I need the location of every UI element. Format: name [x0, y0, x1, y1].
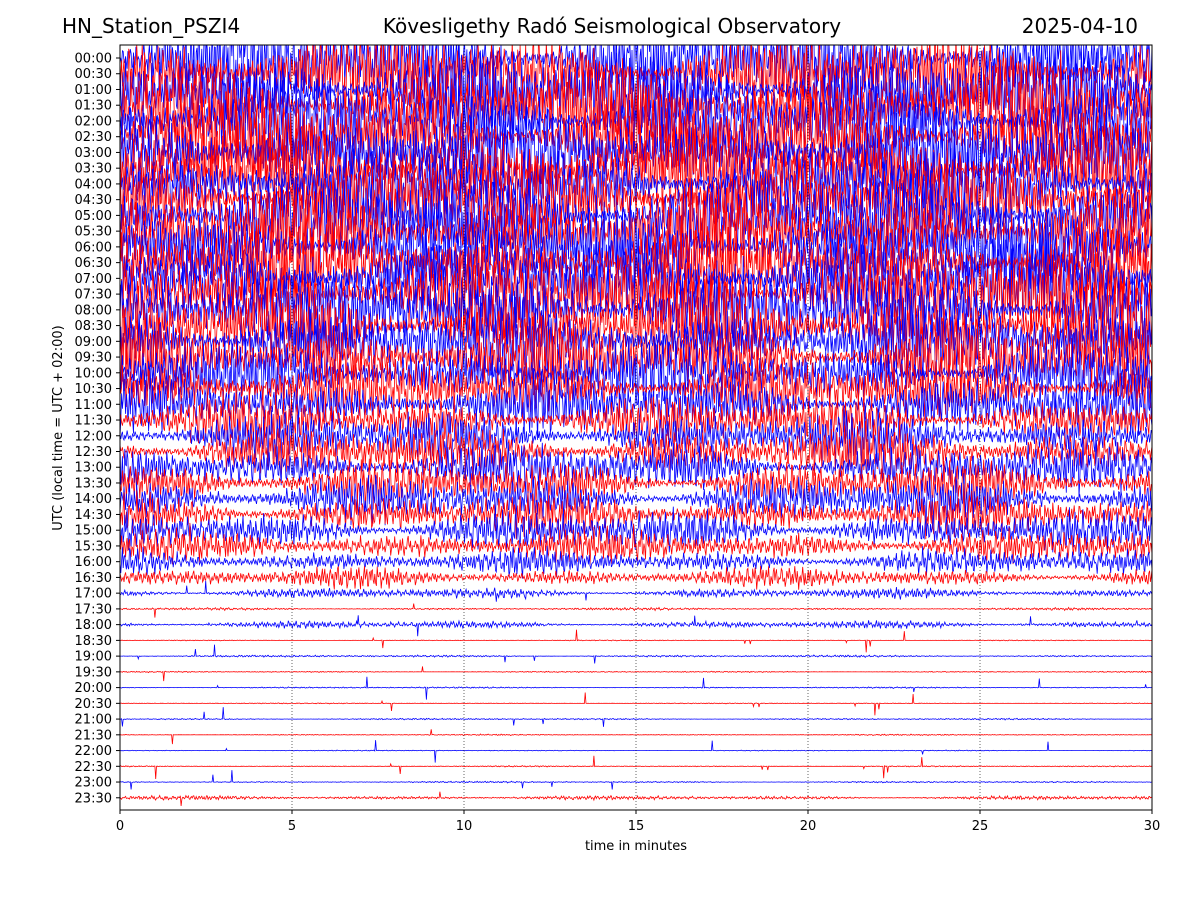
y-tick-label: 09:00	[75, 335, 112, 350]
x-tick-label: 10	[456, 819, 473, 834]
y-tick-label: 07:00	[75, 272, 112, 287]
trace-row-0130	[120, 50, 1152, 164]
date-title: 2025-04-10	[1021, 14, 1138, 38]
y-tick-label: 03:30	[75, 162, 112, 177]
x-tick-label: 25	[972, 819, 989, 834]
y-tick-label: 13:00	[75, 461, 112, 476]
y-tick-label: 08:00	[75, 303, 112, 318]
y-tick-label: 12:30	[75, 445, 112, 460]
trace-row-1200	[120, 405, 1152, 467]
y-axis: 00:0000:3001:0001:3002:0002:3003:0003:30…	[75, 52, 120, 806]
y-tick-label: 12:00	[75, 429, 112, 444]
y-tick-label: 07:30	[75, 288, 112, 303]
y-tick-label: 04:00	[75, 177, 112, 192]
y-tick-label: 09:30	[75, 351, 112, 366]
y-tick-label: 22:00	[75, 744, 112, 759]
y-tick-label: 21:00	[75, 713, 112, 728]
y-tick-label: 17:00	[75, 587, 112, 602]
y-tick-label: 03:00	[75, 146, 112, 161]
y-tick-label: 10:00	[75, 366, 112, 381]
y-tick-label: 14:30	[75, 508, 112, 523]
y-tick-label: 20:00	[75, 681, 112, 696]
y-tick-label: 08:30	[75, 319, 112, 334]
y-tick-label: 18:30	[75, 634, 112, 649]
y-tick-label: 06:00	[75, 240, 112, 255]
y-tick-label: 20:30	[75, 697, 112, 712]
trace-row-2300	[120, 770, 1152, 790]
y-tick-label: 22:30	[75, 760, 112, 775]
trace-row-1630	[120, 565, 1152, 590]
x-tick-label: 15	[628, 819, 645, 834]
x-tick-label: 5	[288, 819, 296, 834]
y-tick-label: 10:30	[75, 382, 112, 397]
y-tick-label: 02:30	[75, 130, 112, 145]
y-tick-label: 17:30	[75, 602, 112, 617]
y-tick-label: 19:00	[75, 650, 112, 665]
y-tick-label: 05:00	[75, 209, 112, 224]
y-tick-label: 16:30	[75, 571, 112, 586]
trace-row-1930	[120, 666, 1152, 682]
x-tick-label: 30	[1144, 819, 1161, 834]
y-tick-label: 15:30	[75, 539, 112, 554]
y-tick-label: 06:30	[75, 256, 112, 271]
observatory-title: Kövesligethy Radó Seismological Observat…	[382, 14, 842, 38]
trace-row-1900	[120, 644, 1152, 664]
trace-row-1830	[120, 629, 1152, 653]
trace-row-2100	[120, 707, 1152, 727]
x-tick-label: 0	[116, 819, 124, 834]
y-tick-label: 23:30	[75, 791, 112, 806]
trace-row-1730	[120, 603, 1152, 618]
y-tick-label: 05:30	[75, 225, 112, 240]
trace-row-0900	[120, 290, 1152, 394]
trace-row-2230	[120, 755, 1152, 780]
y-tick-label: 00:00	[75, 52, 112, 67]
y-axis-title: UTC (local time = UTC + 02:00)	[51, 325, 66, 530]
y-tick-label: 11:00	[75, 398, 112, 413]
y-tick-label: 02:00	[75, 114, 112, 129]
y-tick-label: 18:00	[75, 618, 112, 633]
y-tick-label: 01:30	[75, 99, 112, 114]
x-tick-label: 20	[800, 819, 817, 834]
y-tick-label: 19:30	[75, 665, 112, 680]
x-axis: 0 5 10 15 20 25 30	[116, 810, 1160, 834]
y-tick-label: 16:00	[75, 555, 112, 570]
y-tick-label: 14:00	[75, 492, 112, 507]
x-axis-title: time in minutes	[585, 839, 687, 854]
y-tick-label: 21:30	[75, 728, 112, 743]
trace-row-1530	[120, 522, 1152, 566]
y-tick-label: 15:00	[75, 524, 112, 539]
trace-row-2130	[120, 729, 1152, 745]
y-tick-label: 11:30	[75, 414, 112, 429]
y-tick-label: 00:30	[75, 67, 112, 82]
y-tick-label: 13:30	[75, 476, 112, 491]
y-tick-label: 01:00	[75, 83, 112, 98]
station-title: HN_Station_PSZI4	[62, 14, 241, 38]
y-tick-label: 23:00	[75, 776, 112, 791]
trace-row-2030	[120, 692, 1152, 716]
y-tick-label: 04:30	[75, 193, 112, 208]
